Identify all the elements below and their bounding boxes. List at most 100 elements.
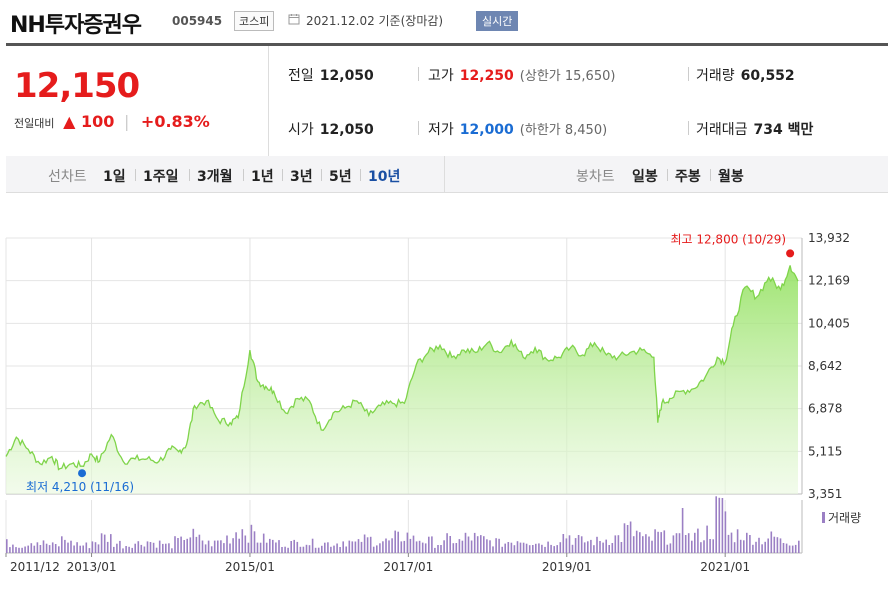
volume-bar [180, 536, 182, 553]
volume-bar [12, 544, 14, 553]
volume-legend: 거래량 [828, 511, 861, 525]
volume-bar [629, 521, 632, 553]
volume-bar [253, 531, 256, 553]
volume-bar [544, 546, 546, 553]
tab-1y[interactable]: 1년 [251, 169, 274, 185]
volume-bar [752, 544, 754, 553]
tab-5y[interactable]: 5년 [329, 169, 352, 185]
volume-bar [27, 545, 29, 553]
volume-bar [106, 541, 109, 553]
tab-monthly[interactable]: 월봉 [718, 169, 744, 185]
stock-header: NH투자증권우 005945 코스피 2021.12.02 기준(장마감) 실시… [0, 0, 888, 44]
volume-bar [70, 540, 72, 553]
volume-bar [776, 537, 779, 553]
realtime-button[interactable]: 실시간 [476, 11, 519, 31]
volume-bar [299, 546, 302, 553]
volume-bar [538, 543, 540, 553]
volume-bar [290, 541, 292, 553]
tab-3y[interactable]: 3년 [290, 169, 313, 185]
open-value: 12,050 [319, 122, 374, 138]
volume-bar [345, 546, 347, 553]
volume-bar [207, 540, 210, 553]
volume-bar [213, 540, 216, 553]
volume-bar [379, 543, 381, 553]
change-row: 전일대비 ▲ 100 | +0.83% [14, 112, 210, 131]
min-label: 최저 4,210 (11/16) [26, 480, 134, 494]
volume-bar [418, 540, 421, 553]
volume-bar [446, 533, 448, 553]
tab-daily[interactable]: 일봉 [632, 169, 658, 185]
volume-bar [363, 534, 366, 553]
tab-weekly[interactable]: 주봉 [675, 169, 701, 185]
volume-bar [79, 545, 81, 553]
tab-1d[interactable]: 1일 [103, 169, 126, 185]
volume-bar [761, 544, 763, 553]
turnover: 거래대금 734 백만 [696, 119, 813, 139]
max-label: 최고 12,800 (10/29) [670, 232, 786, 246]
volume-bar [342, 541, 344, 553]
volume-bar [611, 543, 614, 553]
volume-bar [431, 536, 433, 553]
volume-bar [64, 539, 66, 553]
volume-bar [498, 538, 500, 553]
volume-bar [15, 547, 17, 553]
volume-bar [593, 545, 595, 553]
volume-bar [189, 537, 192, 553]
volume-bar [287, 547, 289, 553]
volume-bar [293, 539, 295, 553]
volume-bar [21, 547, 23, 553]
volume-bar [149, 542, 152, 553]
volume-bar [195, 536, 198, 553]
market-badge: 코스피 [234, 11, 275, 31]
divider [360, 169, 361, 181]
max-marker [786, 249, 795, 258]
divider [135, 169, 136, 181]
candle-chart-label: 봉차트 [576, 169, 615, 185]
volume-bar [97, 544, 100, 553]
volume-bar [571, 544, 574, 553]
y-tick-label: 13,932 [808, 231, 850, 245]
volume-bar [9, 547, 11, 553]
turnover-label: 거래대금 [696, 122, 748, 138]
volume-bar [547, 541, 549, 553]
y-tick-label: 8,642 [808, 359, 842, 373]
volume-bar [553, 546, 555, 553]
tab-3m[interactable]: 3개월 [197, 169, 233, 185]
x-tick-label: 2017/01 [383, 560, 433, 574]
volume-bar [513, 545, 516, 553]
volume-bar [727, 534, 730, 553]
quote-panel: 12,150 전일대비 ▲ 100 | +0.83% 전일 12,050 고가 12… [6, 46, 888, 157]
volume-bar [372, 546, 375, 553]
volume-bar [171, 548, 173, 553]
volume-bar [666, 544, 669, 553]
volume-bar [712, 539, 714, 553]
price-summary: 12,150 전일대비 ▲ 100 | +0.83% [6, 46, 269, 156]
volume-bar [639, 532, 641, 553]
volume-bar [406, 532, 409, 553]
volume-bar [519, 542, 522, 553]
low-label: 저가 [428, 122, 454, 138]
volume-bar [360, 541, 363, 553]
volume-bar [302, 546, 305, 553]
volume-bar [238, 538, 240, 553]
volume-bar [265, 542, 268, 553]
volume-bar [767, 538, 769, 553]
volume-bar [480, 535, 482, 553]
open-price: 시가 12,050 [288, 119, 374, 139]
volume-bar [724, 511, 727, 553]
prev-close: 전일 12,050 [288, 65, 374, 85]
volume-bar [617, 535, 620, 553]
volume-bar [412, 535, 415, 553]
volume-bar [458, 539, 461, 553]
volume-bar [605, 539, 607, 553]
divider [667, 169, 668, 181]
volume-bar [528, 545, 531, 553]
volume-bar [119, 540, 121, 553]
tab-10y[interactable]: 10년 [368, 169, 401, 185]
volume-bar [146, 541, 149, 553]
extreme-markers: 최고 12,800 (10/29) 최저 4,210 (11/16) [26, 232, 795, 494]
volume-bar [259, 542, 262, 553]
tab-1w[interactable]: 1주일 [143, 169, 179, 185]
volume-bar [58, 546, 60, 553]
volume-bar [577, 535, 580, 553]
